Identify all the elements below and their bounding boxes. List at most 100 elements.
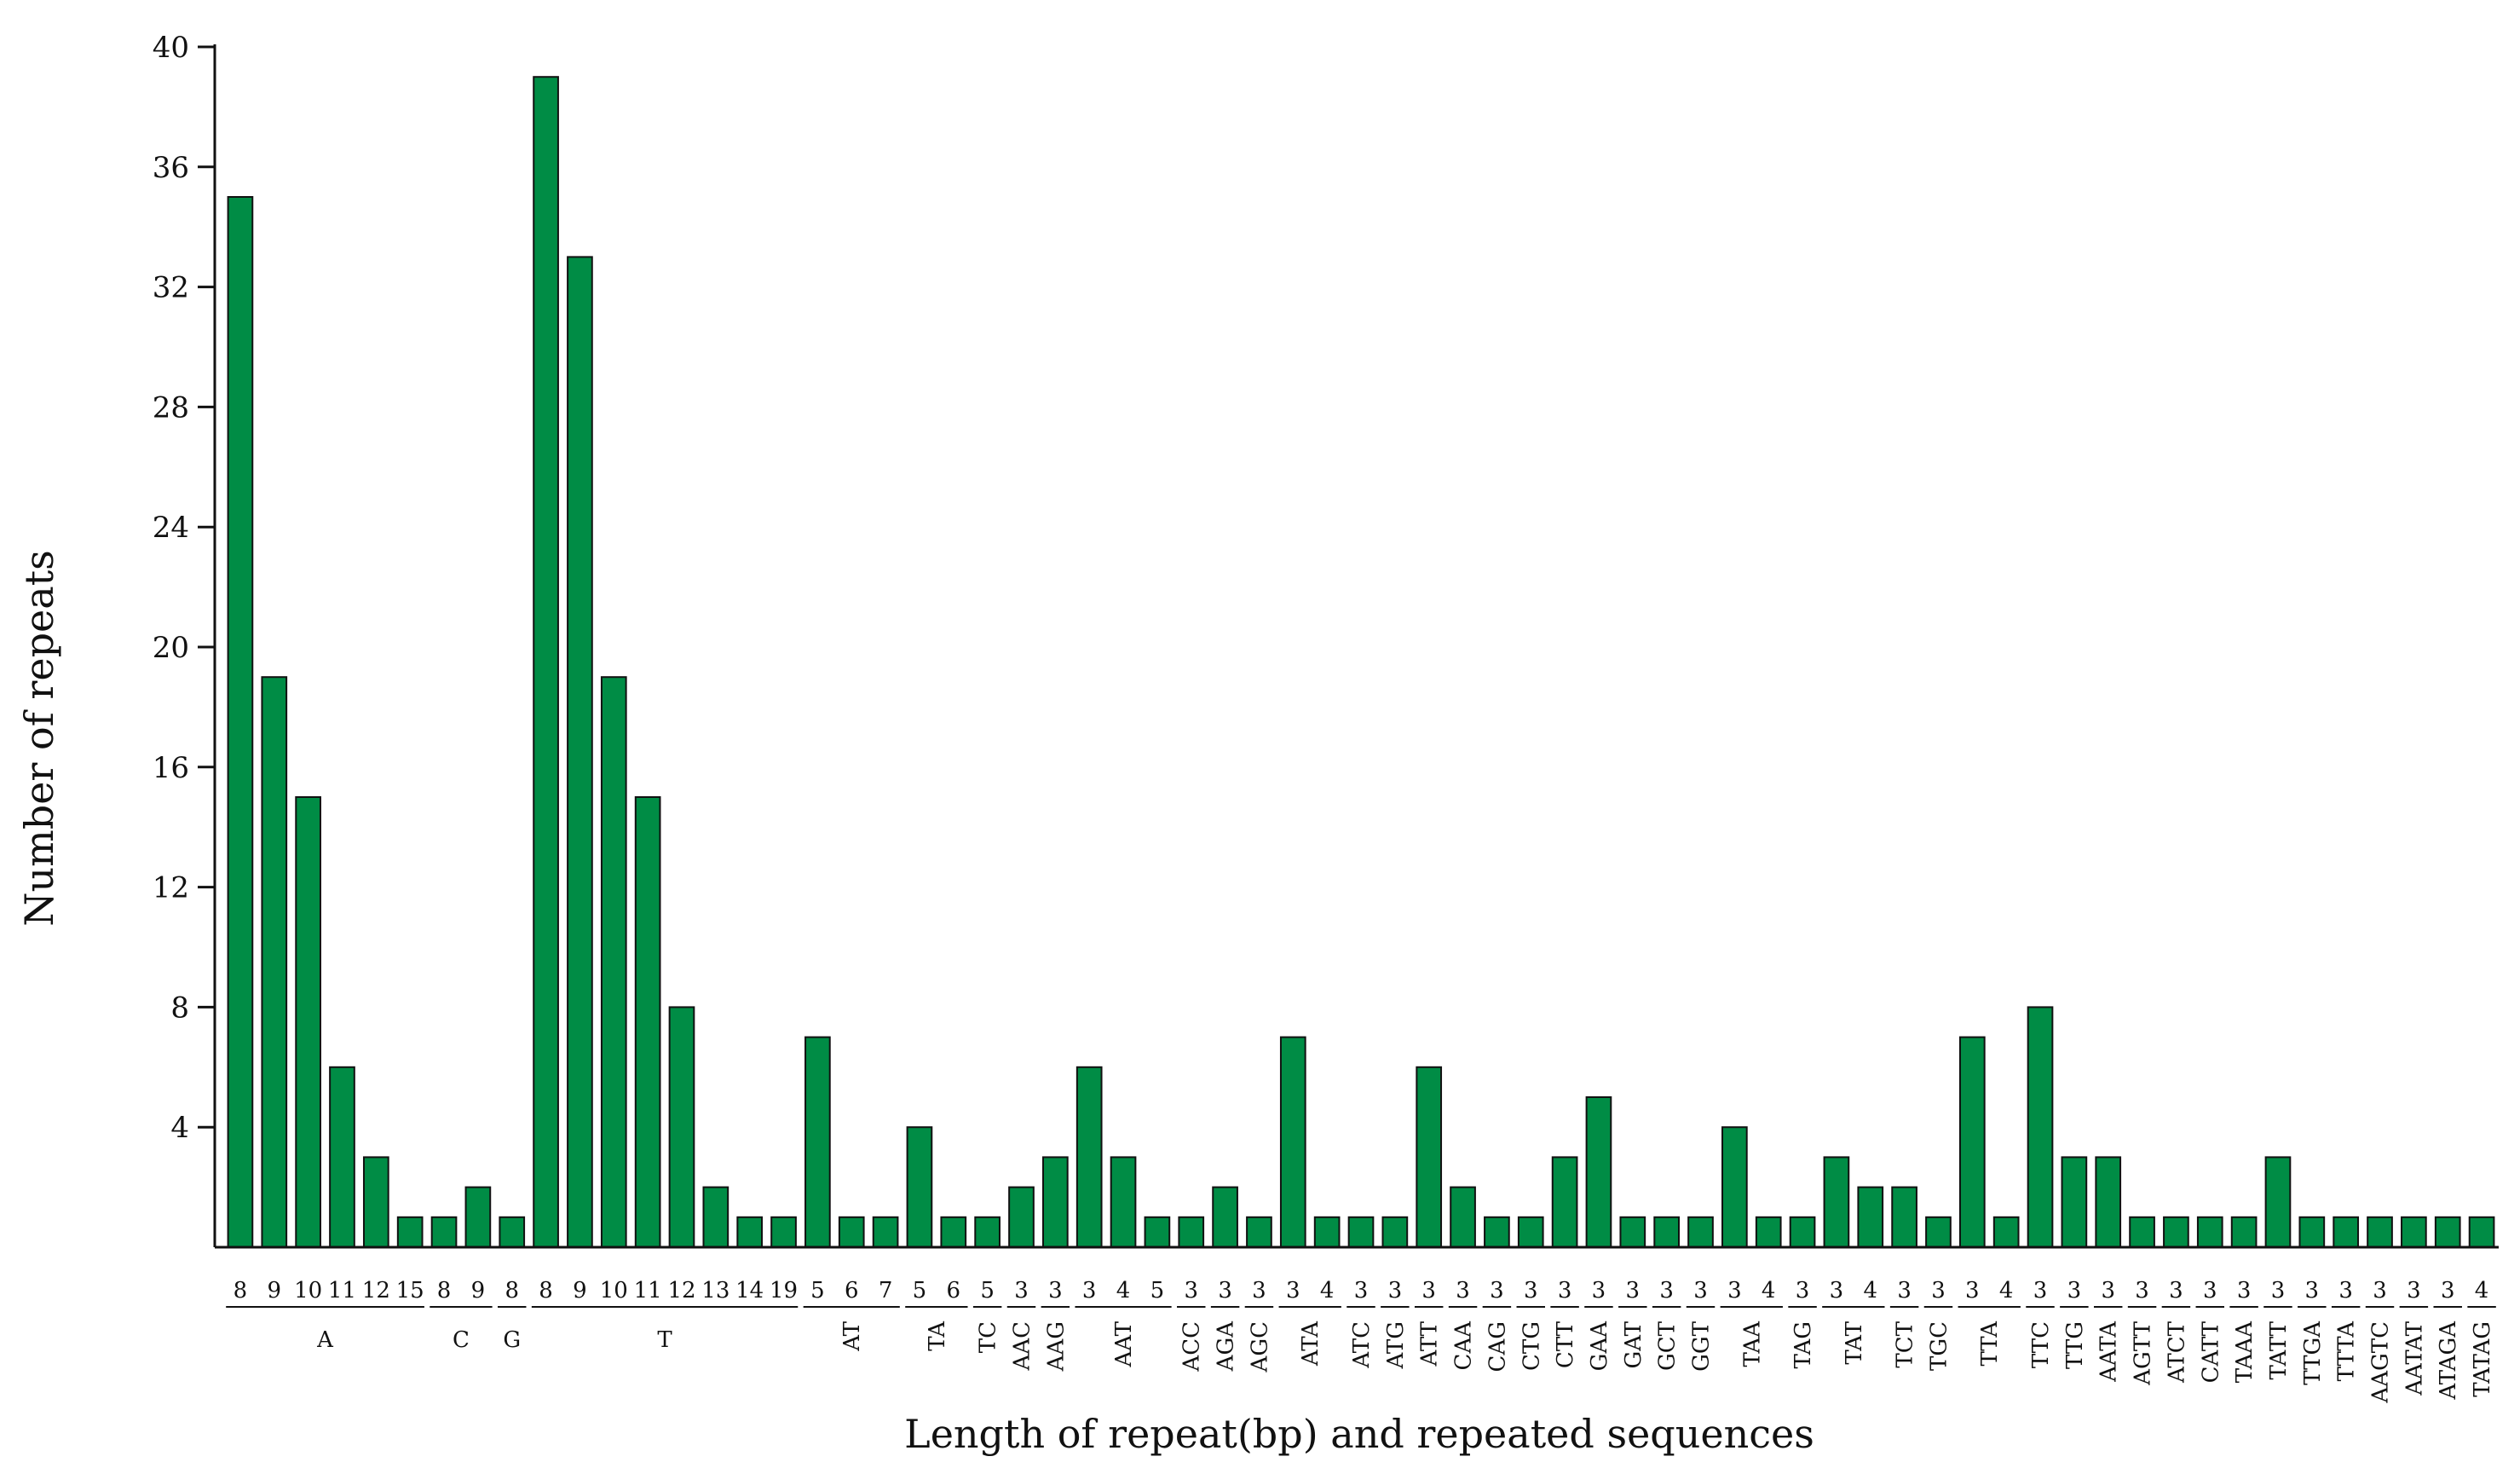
sequence-label: AAT — [1111, 1321, 1137, 1367]
bar-AAC-3 — [1008, 1186, 1035, 1248]
repeat-length-label: 3 — [2101, 1278, 2115, 1303]
repeat-length-label: 3 — [1931, 1278, 1946, 1303]
repeat-length-label: 3 — [1830, 1278, 1844, 1303]
sequence-label: GGT — [1689, 1321, 1715, 1372]
sequence-label: TAA — [1739, 1321, 1765, 1367]
bar-TTG-3 — [2061, 1156, 2088, 1249]
y-tick-label: 4 — [170, 1111, 189, 1145]
repeat-length-label: 3 — [2237, 1278, 2252, 1303]
bar-GAT-3 — [1619, 1216, 1646, 1249]
bar-TATT-3 — [2264, 1156, 2292, 1249]
sequence-label: TA — [925, 1321, 950, 1351]
bar-TCT-3 — [1891, 1186, 1917, 1248]
repeat-length-label: 11 — [634, 1278, 662, 1303]
sequence-label: G — [503, 1327, 521, 1353]
repeat-length-label: 3 — [1048, 1278, 1063, 1303]
bar-A-11 — [329, 1066, 355, 1249]
repeat-length-label: 3 — [2135, 1278, 2149, 1303]
repeat-length-label: 5 — [810, 1278, 825, 1303]
bar-ATA-4 — [1313, 1216, 1341, 1249]
repeat-length-label: 10 — [294, 1278, 322, 1303]
sequence-label: TGC — [1926, 1321, 1952, 1371]
bar-T-13 — [702, 1186, 729, 1248]
sequence-label: TATAG — [2470, 1321, 2495, 1397]
repeat-length-label: 19 — [770, 1278, 798, 1303]
sequence-label: CTT — [1553, 1321, 1578, 1368]
bar-ATT-3 — [1416, 1066, 1443, 1249]
repeat-length-label: 15 — [396, 1278, 424, 1303]
y-ticks: 4 8 12 16 20 24 28 32 36 40 — [153, 31, 215, 1145]
sequence-label: ATT — [1417, 1321, 1443, 1367]
repeat-length-label: 3 — [1490, 1278, 1504, 1303]
sequence-label: CAG — [1485, 1321, 1510, 1372]
repeat-length-label: 3 — [1524, 1278, 1538, 1303]
bar-AGA-3 — [1212, 1186, 1238, 1248]
repeat-length-label: 3 — [2373, 1278, 2387, 1303]
sequence-label: TCT — [1893, 1321, 1918, 1367]
bar-TAA-3 — [1721, 1126, 1748, 1248]
repeat-length-label: 9 — [268, 1278, 282, 1303]
repeat-length-label: 3 — [1218, 1278, 1232, 1303]
bar-TAAA-3 — [2230, 1216, 2258, 1249]
repeat-length-label: 3 — [2067, 1278, 2082, 1303]
bars-layer — [227, 76, 2495, 1249]
repeat-length-label: 9 — [471, 1278, 486, 1303]
bar-TGC-3 — [1925, 1216, 1952, 1249]
sequence-label: ATC — [1349, 1321, 1375, 1369]
repeat-length-label: 4 — [2475, 1278, 2489, 1303]
bar-AGTT-3 — [2129, 1216, 2155, 1249]
repeat-length-label: 3 — [1082, 1278, 1097, 1303]
sequence-label: TAT — [1842, 1321, 1867, 1364]
y-tick-label: 24 — [153, 511, 189, 545]
repeat-length-label: 3 — [2033, 1278, 2048, 1303]
repeat-length-label: 5 — [913, 1278, 927, 1303]
repeat-length-label: 8 — [437, 1278, 452, 1303]
sequence-label: AAG — [1043, 1321, 1069, 1372]
repeat-length-label: 14 — [735, 1278, 764, 1303]
bar-TA-6 — [940, 1216, 967, 1249]
bar-AAG-3 — [1041, 1156, 1069, 1249]
bar-TTA-3 — [1958, 1036, 1986, 1248]
sequence-label: ACC — [1179, 1321, 1205, 1373]
sequence-label: TTC — [2028, 1321, 2054, 1368]
bar-A-9 — [261, 676, 288, 1248]
y-tick-label: 16 — [153, 751, 189, 785]
repeat-length-label: 5 — [1150, 1278, 1165, 1303]
sequence-label: A — [316, 1327, 334, 1353]
repeat-length-label: 9 — [573, 1278, 587, 1303]
sequence-label: TAG — [1791, 1321, 1816, 1368]
repeat-length-label: 10 — [600, 1278, 628, 1303]
sequence-label: AT — [839, 1321, 865, 1351]
bar-T-8 — [533, 76, 559, 1249]
repeat-length-label: 3 — [1965, 1278, 1980, 1303]
bar-CAA-3 — [1450, 1186, 1476, 1248]
sequence-label: TC — [976, 1321, 1001, 1353]
bar-A-10 — [295, 796, 321, 1248]
sequence-label: CATT — [2198, 1321, 2223, 1383]
sequence-label: C — [453, 1327, 470, 1353]
sequence-label: AAGTC — [2368, 1321, 2394, 1404]
sequence-label: ATCT — [2164, 1321, 2189, 1384]
repeat-length-label: 3 — [1014, 1278, 1029, 1303]
bar-GCT-3 — [1653, 1216, 1681, 1249]
repeat-length-label: 5 — [980, 1278, 995, 1303]
repeat-length-label: 8 — [539, 1278, 553, 1303]
bar-AT-7 — [872, 1216, 899, 1249]
repeat-length-label: 3 — [1456, 1278, 1470, 1303]
bar-AAT-3 — [1075, 1066, 1103, 1249]
bar-C-9 — [464, 1186, 492, 1248]
y-tick-label: 36 — [153, 151, 189, 185]
repeat-length-label: 7 — [879, 1278, 893, 1303]
bar-G-8 — [499, 1216, 526, 1249]
repeat-length-label: 3 — [1354, 1278, 1369, 1303]
bar-T-14 — [736, 1216, 764, 1249]
repeat-length-label: 3 — [1897, 1278, 1912, 1303]
bar-AAT-5 — [1144, 1216, 1171, 1249]
repeat-length-label: 3 — [2169, 1278, 2183, 1303]
y-tick-label: 28 — [153, 390, 189, 425]
repeat-length-label: 3 — [2441, 1278, 2455, 1303]
bar-AT-6 — [838, 1216, 865, 1249]
repeat-length-label: 3 — [2338, 1278, 2353, 1303]
sequence-label: AATAT — [2402, 1321, 2427, 1396]
bar-TAG-3 — [1789, 1216, 1816, 1249]
